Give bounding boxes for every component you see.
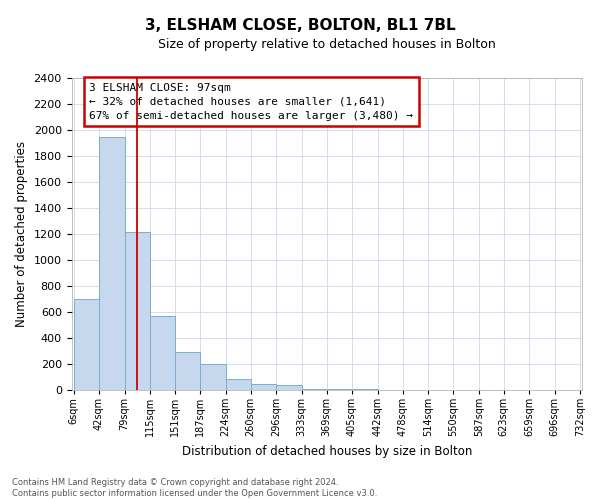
Bar — [251, 384, 276, 390]
Bar — [125, 232, 149, 390]
Text: 3, ELSHAM CLOSE, BOLTON, BL1 7BL: 3, ELSHAM CLOSE, BOLTON, BL1 7BL — [145, 18, 455, 32]
Title: Size of property relative to detached houses in Bolton: Size of property relative to detached ho… — [158, 38, 496, 51]
Bar — [327, 389, 352, 390]
Text: 3 ELSHAM CLOSE: 97sqm
← 32% of detached houses are smaller (1,641)
67% of semi-d: 3 ELSHAM CLOSE: 97sqm ← 32% of detached … — [89, 82, 413, 120]
X-axis label: Distribution of detached houses by size in Bolton: Distribution of detached houses by size … — [182, 444, 472, 458]
Bar — [302, 388, 327, 390]
Bar — [352, 389, 377, 390]
Bar — [276, 386, 302, 390]
Bar — [175, 352, 200, 390]
Bar — [99, 136, 125, 390]
Bar — [74, 299, 99, 390]
Bar — [200, 364, 226, 390]
Bar — [226, 380, 251, 390]
Bar — [149, 316, 175, 390]
Y-axis label: Number of detached properties: Number of detached properties — [15, 141, 28, 327]
Text: Contains HM Land Registry data © Crown copyright and database right 2024.
Contai: Contains HM Land Registry data © Crown c… — [12, 478, 377, 498]
